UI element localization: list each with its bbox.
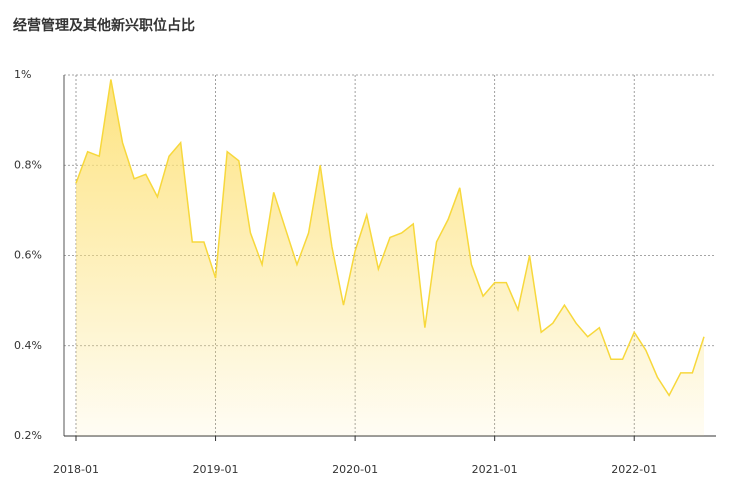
area-line [75, 79, 705, 397]
y-tick-label: 0.6% [14, 249, 42, 262]
x-tick-label: 2020-01 [332, 463, 378, 476]
y-tick-label: 1% [14, 68, 31, 81]
area-fill [76, 79, 704, 436]
y-tick-label: 0.8% [14, 158, 42, 171]
x-tick-label: 2019-01 [193, 463, 239, 476]
x-tick-label: 2022-01 [611, 463, 657, 476]
y-tick-label: 0.4% [14, 339, 42, 352]
y-tick-label: 0.2% [14, 429, 42, 442]
chart-title: 经营管理及其他新兴职位占比 [13, 17, 195, 34]
x-tick-label: 2018-01 [53, 463, 99, 476]
x-tick-label: 2021-01 [472, 463, 518, 476]
